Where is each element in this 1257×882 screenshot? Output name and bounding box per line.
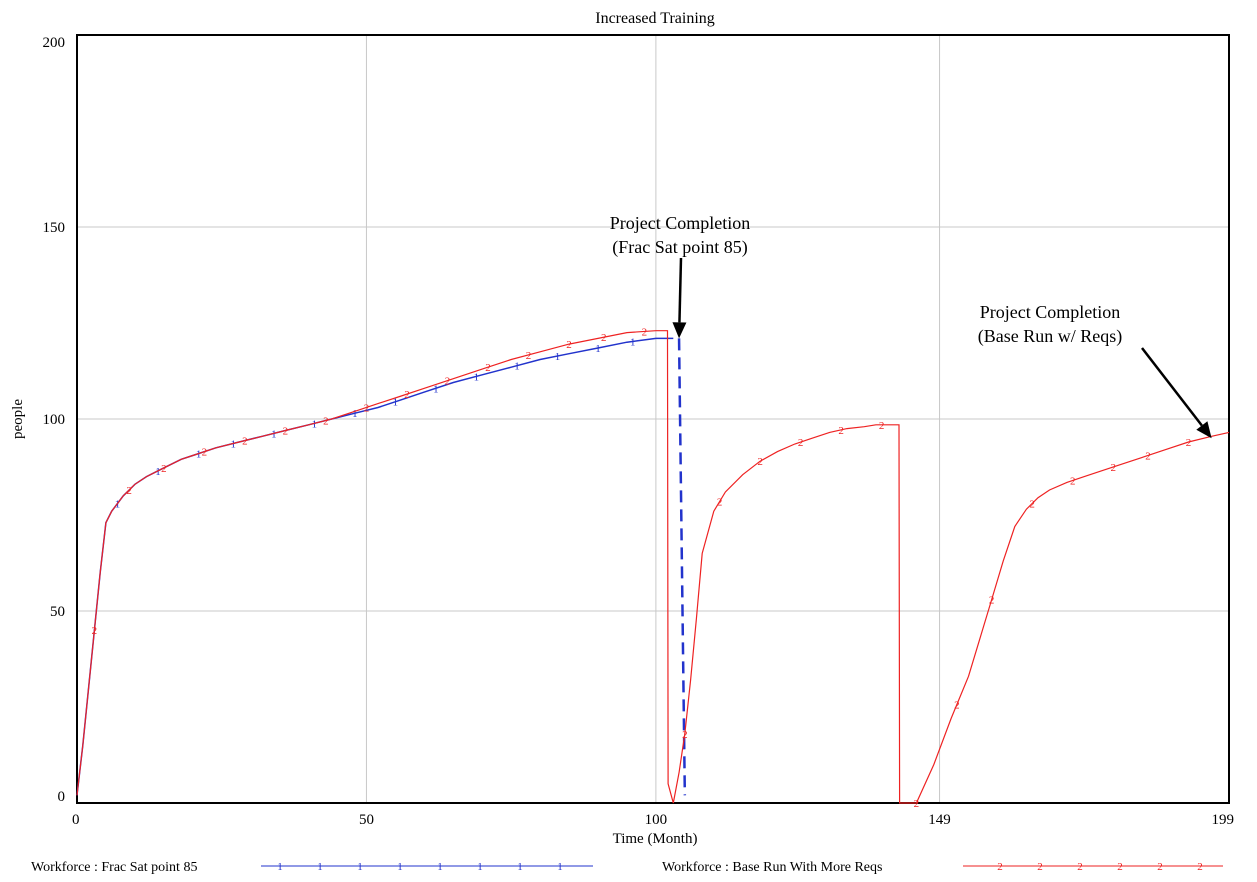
legend-marker: 1 bbox=[277, 861, 283, 873]
data-point-marker: 2 bbox=[1186, 437, 1192, 449]
data-point-marker: 2 bbox=[798, 437, 804, 449]
data-point-marker: 2 bbox=[682, 729, 688, 741]
data-point-marker: 1 bbox=[155, 466, 161, 478]
data-point-marker: 1 bbox=[630, 336, 636, 348]
data-point-marker: 1 bbox=[514, 361, 520, 373]
data-point-marker: 2 bbox=[879, 420, 885, 432]
chart-title: Increased Training bbox=[595, 10, 715, 27]
x-tick-label: 199 bbox=[1212, 812, 1235, 828]
data-point-marker: 1 bbox=[231, 438, 237, 450]
data-point-marker: 1 bbox=[196, 449, 202, 461]
data-point-marker: 2 bbox=[126, 485, 132, 497]
x-tick-label: 149 bbox=[928, 812, 951, 828]
plot-frame bbox=[76, 34, 1230, 804]
annotation-text: (Base Run w/ Reqs) bbox=[978, 326, 1122, 347]
data-point-marker: 2 bbox=[323, 415, 329, 427]
series-drop-line bbox=[677, 338, 687, 796]
legend-marker: 2 bbox=[1157, 861, 1163, 873]
legend-marker: 1 bbox=[357, 861, 363, 873]
x-tick-label: 0 bbox=[72, 812, 80, 828]
series-line bbox=[76, 330, 1230, 804]
annotation-arrowhead bbox=[1196, 421, 1212, 439]
legend-marker: 2 bbox=[1077, 861, 1083, 873]
data-point-marker: 2 bbox=[757, 456, 763, 468]
data-point-marker: 2 bbox=[838, 425, 844, 437]
data-point-marker: 2 bbox=[526, 350, 532, 362]
data-point-marker: 1 bbox=[474, 371, 480, 383]
annotation-arrow-shaft bbox=[1141, 347, 1203, 427]
legend-item-1: Workforce : Frac Sat point 85 1 1 1 1 1 1 1 1 bbox=[31, 860, 593, 875]
legend-marker: 1 bbox=[477, 861, 483, 873]
y-axis-title: people bbox=[10, 399, 26, 439]
x-axis-title: Time (Month) bbox=[613, 831, 698, 847]
y-tick-label: 150 bbox=[43, 220, 66, 236]
legend-marker: 1 bbox=[437, 861, 443, 873]
data-point-marker: 2 bbox=[485, 362, 491, 374]
legend-marker: 1 bbox=[517, 861, 523, 873]
data-point-marker: 2 bbox=[445, 376, 451, 388]
annotation-arrow-shaft bbox=[678, 257, 683, 323]
legend-marker: 2 bbox=[1037, 861, 1043, 873]
data-point-marker: 1 bbox=[352, 408, 358, 420]
annotation-1: Project Completion (Frac Sat point 85) bbox=[610, 213, 750, 339]
annotation-2: Project Completion (Base Run w/ Reqs) bbox=[978, 302, 1212, 439]
tick-labels: 0 50 100 149 199 0 50 100 150 200 bbox=[43, 35, 1235, 828]
legend-label: Workforce : Frac Sat point 85 bbox=[31, 860, 197, 875]
data-point-marker: 1 bbox=[312, 418, 318, 430]
gridlines bbox=[77, 35, 1229, 803]
x-tick-label: 100 bbox=[645, 812, 668, 828]
annotation-text: Project Completion bbox=[980, 302, 1120, 322]
data-point-marker: 2 bbox=[566, 339, 572, 351]
y-tick-label: 200 bbox=[43, 35, 66, 51]
legend-label: Workforce : Base Run With More Reqs bbox=[662, 860, 882, 875]
data-point-marker: 2 bbox=[283, 426, 289, 438]
data-point-marker: 2 bbox=[954, 699, 960, 711]
data-point-marker: 2 bbox=[364, 402, 370, 414]
y-tick-label: 50 bbox=[50, 604, 65, 620]
data-point-marker: 2 bbox=[202, 447, 208, 459]
series-1: 1 1 1 1 1 1 1 1 1 1 1 1 1 1 bbox=[76, 336, 687, 796]
data-point-marker: 2 bbox=[404, 389, 410, 401]
annotations: Project Completion(Frac Sat point 85)Pro… bbox=[610, 213, 1212, 439]
data-point-marker: 2 bbox=[1070, 475, 1076, 487]
series-line bbox=[76, 337, 674, 796]
y-tick-label: 100 bbox=[43, 412, 66, 428]
x-tick-label: 50 bbox=[359, 812, 374, 828]
data-point-marker: 1 bbox=[433, 383, 439, 395]
data-point-marker: 2 bbox=[1145, 450, 1151, 462]
data-point-marker: 2 bbox=[642, 326, 648, 338]
data-point-marker: 2 bbox=[717, 497, 723, 509]
data-point-marker: 1 bbox=[555, 351, 561, 363]
data-point-marker: 2 bbox=[92, 625, 98, 637]
legend-marker: 1 bbox=[397, 861, 403, 873]
annotation-text: (Frac Sat point 85) bbox=[612, 237, 747, 258]
data-point-marker: 1 bbox=[115, 498, 121, 510]
data-point-marker: 2 bbox=[601, 332, 607, 344]
annotation-text: Project Completion bbox=[610, 213, 750, 233]
legend-marker: 2 bbox=[997, 861, 1003, 873]
legend-marker: 2 bbox=[1117, 861, 1123, 873]
annotation-arrowhead bbox=[672, 322, 687, 339]
y-tick-label: 0 bbox=[58, 789, 66, 805]
data-point-marker: 2 bbox=[1029, 498, 1035, 510]
series-2: 2 2 2 2 2 2 2 2 2 2 2 2 2 2 2 2 2 2 2 2 2 2 2 2 2 2 2 2 2 bbox=[76, 326, 1230, 810]
data-point-marker: 1 bbox=[595, 343, 601, 355]
data-point-marker: 2 bbox=[989, 594, 995, 606]
data-point-marker: 2 bbox=[161, 463, 167, 475]
data-point-marker: 1 bbox=[271, 428, 277, 440]
legend-item-2: Workforce : Base Run With More Reqs 2 2 2 2 2… bbox=[662, 860, 1223, 875]
legend-marker: 1 bbox=[317, 861, 323, 873]
legend: Workforce : Frac Sat point 85 1 1 1 1 1 1 1 1 Wor… bbox=[31, 860, 1223, 875]
legend-marker: 1 bbox=[557, 861, 563, 873]
data-point-marker: 2 bbox=[242, 436, 248, 448]
data-point-marker: 1 bbox=[393, 397, 399, 409]
data-point-marker: 2 bbox=[1110, 462, 1116, 474]
legend-marker: 2 bbox=[1197, 861, 1203, 873]
data-point-marker: 2 bbox=[914, 798, 920, 810]
